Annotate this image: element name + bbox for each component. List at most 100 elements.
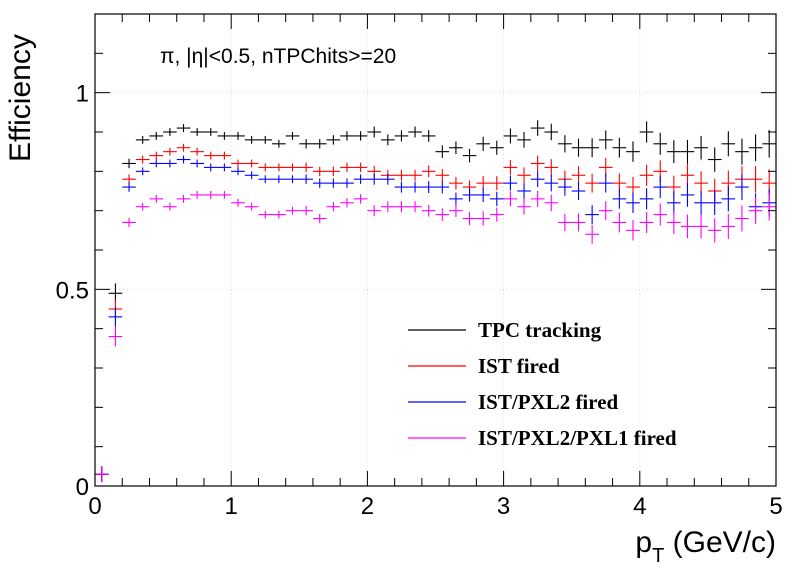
data-point [231,159,245,168]
data-point [694,135,708,160]
data-point [571,181,586,201]
data-point [272,139,286,148]
tick-labels: 0 1 2 3 4 5 0 0.5 1 [56,81,783,520]
data-point [408,126,422,138]
data-point [408,201,422,213]
chart-annotation: π, |η|<0.5, nTPChits>=20 [160,45,396,68]
data-point [449,204,463,217]
data-point [489,191,504,206]
legend-label: IST fired [478,354,560,378]
data-point [449,141,463,155]
data-point [585,173,599,193]
data-point [122,182,136,192]
data-point [408,169,422,181]
data-point [217,163,232,172]
data-point [639,121,654,143]
x-tick-label: 1 [225,493,238,520]
data-point [558,135,572,153]
data-point [108,307,123,327]
data-point [585,224,599,244]
data-point [149,194,164,203]
data-point [653,203,668,226]
legend: TPC tracking IST fired IST/PXL2 fired IST/P… [408,318,677,450]
data-point [272,175,286,184]
data-point [190,159,204,168]
data-point [203,163,218,172]
data-point [585,138,599,158]
data-point [680,183,695,207]
data-point [421,165,436,178]
data-point [312,166,327,177]
data-point [558,213,572,232]
data-point [707,190,722,215]
data-point [190,147,204,156]
data-point [190,191,204,199]
data-point [244,171,259,180]
data-point [272,210,286,219]
data-point [735,205,749,232]
data-point [421,181,436,193]
y-tick-label: 0 [76,474,89,501]
data-point [217,132,232,140]
data-point [312,178,327,188]
legend-label: IST/PXL2 fired [478,390,619,414]
data-point [489,140,504,155]
data-point [721,131,736,157]
data-point [149,132,164,140]
data-point [353,194,368,204]
data-point [735,138,749,165]
data-point [326,178,341,188]
data-point [326,166,341,177]
data-point [462,188,477,202]
data-point [299,205,313,216]
data-point [394,181,409,193]
data-point [449,176,463,190]
data-point [517,167,531,184]
data-point [530,191,545,207]
data-point [122,158,136,169]
data-point [312,139,327,149]
data-point [462,148,477,163]
data-point [748,197,763,225]
data-point [299,174,313,184]
data-point [626,220,640,241]
data-point [489,207,504,222]
data-point [517,198,531,215]
data-point [285,175,300,184]
data-point [653,176,668,199]
data-point [135,155,150,164]
legend-label: IST/PXL2/PXL1 fired [478,426,677,450]
data-point [667,140,681,164]
data-point [340,162,354,173]
data-point [435,145,450,158]
data-point [476,211,490,226]
data-point [735,174,749,201]
data-point [231,132,245,140]
data-point [598,201,613,221]
data-point [762,130,776,158]
data-point [108,326,123,347]
data-point [340,131,354,141]
series-1 [95,120,776,483]
data-point [367,126,382,138]
data-point [285,163,300,172]
data-point [667,211,681,234]
data-point [176,194,191,203]
data-point [530,155,545,172]
data-point [408,181,422,193]
data-point [217,191,232,199]
data-point [476,136,490,151]
legend-label: TPC tracking [478,318,602,342]
data-point [544,159,559,176]
data-point [326,202,341,212]
data-point [435,168,450,182]
data-point [639,188,654,210]
data-point [176,155,191,164]
data-point [285,206,300,215]
data-point [135,202,150,211]
data-point [299,162,313,173]
data-point [367,205,382,217]
data-point [626,141,640,162]
data-point [558,178,572,196]
